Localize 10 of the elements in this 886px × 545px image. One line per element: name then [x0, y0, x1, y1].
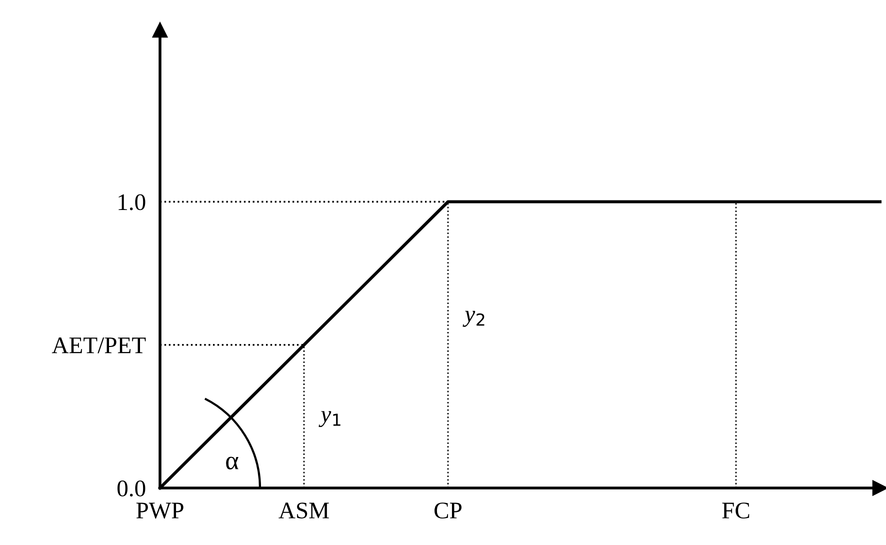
annotation: y$_{1}$ [318, 411, 340, 428]
y-tick-label: 0.0 [117, 480, 146, 497]
y-tick-label: AET/PET [52, 337, 146, 354]
x-tick-label: CP [434, 502, 462, 519]
x-tick-label: ASM [278, 502, 329, 519]
y-tick-label: 1.0 [118, 194, 146, 210]
x-tick-label: FC [722, 502, 750, 519]
annotation: y$_{2}$ [462, 310, 484, 327]
x-tick-label: PWP [136, 502, 184, 519]
annotation: α [226, 456, 238, 470]
